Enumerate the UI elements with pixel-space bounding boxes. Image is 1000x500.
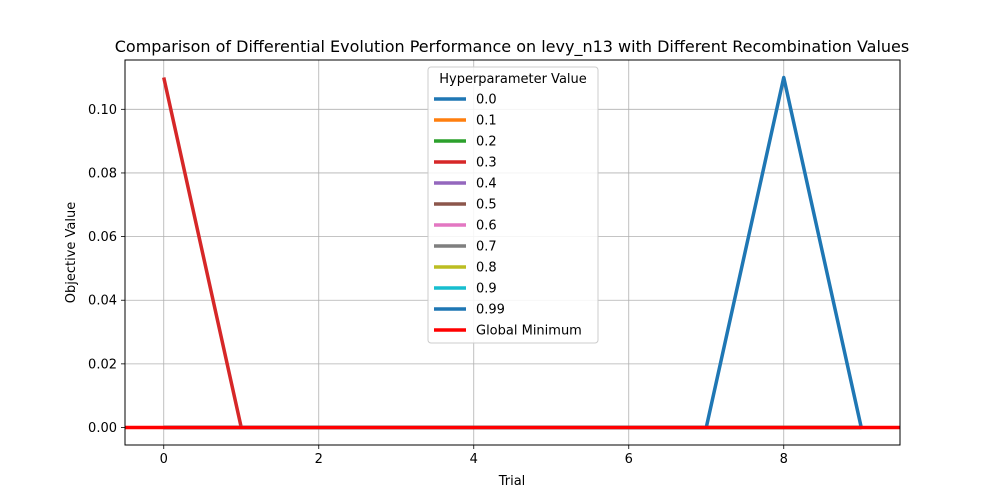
y-tick-label: 0.06 [88, 230, 117, 245]
legend-label: 0.7 [476, 240, 497, 255]
legend-label: 0.5 [476, 198, 497, 213]
legend-label: 0.6 [476, 219, 497, 234]
y-tick-label: 0.08 [88, 166, 117, 181]
y-axis-label: Objective Value [64, 202, 79, 303]
chart-title: Comparison of Differential Evolution Per… [115, 37, 909, 57]
axis-ticks: 0 2 4 6 8 0.00 0.02 0.04 0.06 0.08 0.10 [88, 103, 788, 467]
x-tick-label: 2 [315, 452, 323, 467]
y-tick-label: 0.04 [88, 294, 117, 309]
x-axis-label: Trial [498, 474, 526, 489]
legend-label: 0.9 [476, 282, 497, 297]
plot-frame [124, 59, 901, 446]
legend-label: 0.8 [476, 261, 497, 276]
legend-label: 0.0 [476, 93, 497, 108]
x-tick-label: 4 [470, 452, 478, 467]
legend-label: 0.99 [476, 303, 505, 318]
legend-box [427, 66, 599, 344]
x-tick-label: 0 [160, 452, 168, 467]
legend-label: 0.1 [476, 114, 497, 129]
legend-entries: 0.0 0.1 0.2 0.3 0.4 0.5 0.6 0.7 0.8 0.9 0.99 Global… [434, 93, 582, 339]
x-tick-label: 6 [625, 452, 633, 467]
y-tick-label: 0.00 [88, 421, 117, 436]
legend-label: Global Minimum [476, 324, 582, 339]
legend-label: 0.2 [476, 135, 497, 150]
y-tick-label: 0.10 [88, 103, 117, 118]
legend-label: 0.3 [476, 156, 497, 171]
x-tick-label: 8 [780, 452, 788, 467]
y-tick-label: 0.02 [88, 357, 117, 372]
legend: Hyperparameter Value 0.00.10.20.30.40.50… [427, 66, 599, 344]
legend-title: Hyperparameter Value [439, 72, 587, 87]
legend-label: 0.4 [476, 177, 497, 192]
